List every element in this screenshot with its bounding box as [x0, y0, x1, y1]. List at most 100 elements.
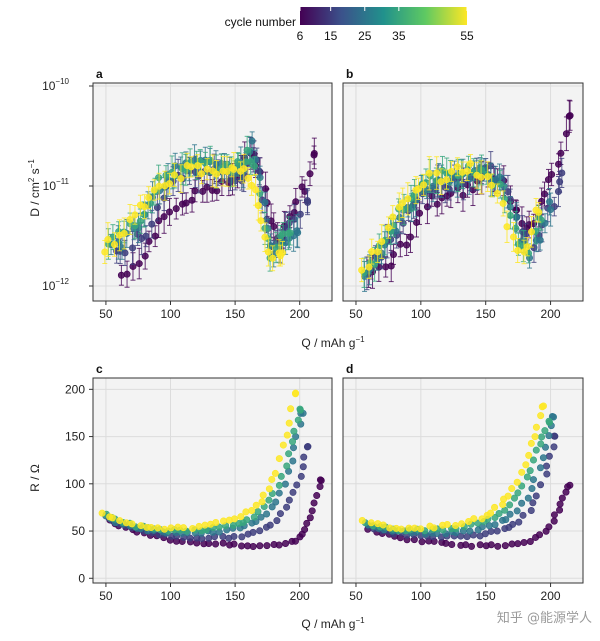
x-axis-label-bottom: Q / mAh g−1 — [301, 616, 365, 631]
data-point — [291, 537, 299, 545]
data-point — [126, 215, 134, 223]
data-point — [411, 524, 419, 532]
data-point — [442, 539, 450, 547]
data-point — [487, 509, 495, 517]
data-point — [289, 457, 297, 465]
data-point — [532, 423, 540, 431]
data-point — [231, 515, 239, 523]
data-point — [493, 527, 501, 535]
data-point — [528, 485, 536, 493]
data-point — [98, 509, 106, 517]
data-point — [557, 149, 565, 157]
data-point — [448, 541, 456, 549]
data-point — [466, 527, 474, 535]
data-point — [299, 463, 307, 471]
data-point — [415, 185, 423, 193]
y-tick-label: 200 — [65, 382, 85, 396]
data-point — [272, 498, 280, 506]
data-point — [290, 444, 298, 452]
colorbar-gradient — [300, 7, 467, 25]
data-point — [271, 469, 279, 477]
colorbar: cycle number 6 15 25 35 55 — [225, 7, 474, 43]
x-tick-label: 200 — [290, 307, 310, 321]
data-point — [317, 476, 325, 484]
x-tick-label: 150 — [225, 589, 245, 603]
x-tick-label: 150 — [476, 589, 496, 603]
data-point — [529, 456, 537, 464]
panel-letter-b: b — [346, 67, 353, 81]
data-point — [230, 532, 238, 540]
y-tick-label: 100 — [65, 477, 85, 491]
data-point — [358, 517, 366, 525]
colorbar-tick-label: 35 — [392, 29, 406, 43]
data-point — [294, 229, 302, 237]
data-point — [550, 511, 558, 519]
data-point — [528, 228, 536, 236]
panel-letter-c: c — [96, 362, 103, 376]
data-point — [155, 182, 163, 190]
data-point — [249, 528, 257, 536]
colorbar-tick-label: 55 — [460, 29, 474, 43]
data-point — [268, 475, 276, 483]
data-point — [250, 162, 258, 170]
data-point — [243, 516, 251, 524]
colorbar-tick-label: 6 — [297, 29, 304, 43]
x-tick-label: 150 — [225, 307, 245, 321]
data-point — [396, 240, 404, 248]
data-point — [546, 198, 554, 206]
data-point — [296, 405, 304, 413]
data-point — [448, 168, 456, 176]
data-point — [201, 521, 209, 529]
data-point — [244, 174, 252, 182]
data-points — [101, 131, 318, 288]
plot-area — [343, 378, 583, 583]
y-tick-label: 10−10 — [42, 77, 69, 93]
data-point — [518, 499, 526, 507]
data-point — [384, 224, 392, 232]
data-point — [101, 248, 109, 256]
data-point — [285, 496, 293, 504]
data-point — [526, 467, 534, 475]
data-point — [522, 461, 530, 469]
data-point — [550, 517, 558, 525]
data-point — [131, 211, 139, 219]
data-point — [265, 485, 273, 493]
y-tick-label: 10−12 — [42, 277, 69, 293]
x-tick-label: 50 — [99, 307, 113, 321]
data-point — [264, 248, 272, 256]
data-point — [154, 524, 162, 532]
data-point — [257, 513, 265, 521]
data-point — [128, 520, 136, 528]
data-point — [491, 503, 499, 511]
data-point — [257, 217, 265, 225]
data-point — [150, 186, 158, 194]
series-cycle-55 — [358, 154, 543, 283]
data-point — [537, 440, 545, 448]
data-point — [248, 181, 256, 189]
data-point — [536, 236, 544, 244]
data-point — [219, 539, 227, 547]
data-point — [536, 531, 544, 539]
data-point — [282, 540, 290, 548]
data-point — [122, 519, 130, 527]
data-point — [525, 451, 533, 459]
data-point — [275, 541, 283, 549]
colorbar-label: cycle number — [225, 15, 296, 29]
data-point — [556, 500, 564, 508]
data-point — [487, 541, 495, 549]
plot-frame — [342, 82, 584, 302]
data-point — [545, 452, 553, 460]
data-point — [478, 515, 486, 523]
data-point — [406, 233, 414, 241]
data-point — [389, 250, 397, 258]
data-point — [261, 198, 269, 206]
data-point — [508, 485, 516, 493]
data-point — [541, 427, 549, 435]
data-point — [513, 507, 521, 515]
data-point — [248, 506, 256, 514]
data-point — [488, 181, 496, 189]
data-point — [463, 167, 471, 175]
plot-frame — [92, 377, 333, 584]
data-point — [294, 416, 302, 424]
